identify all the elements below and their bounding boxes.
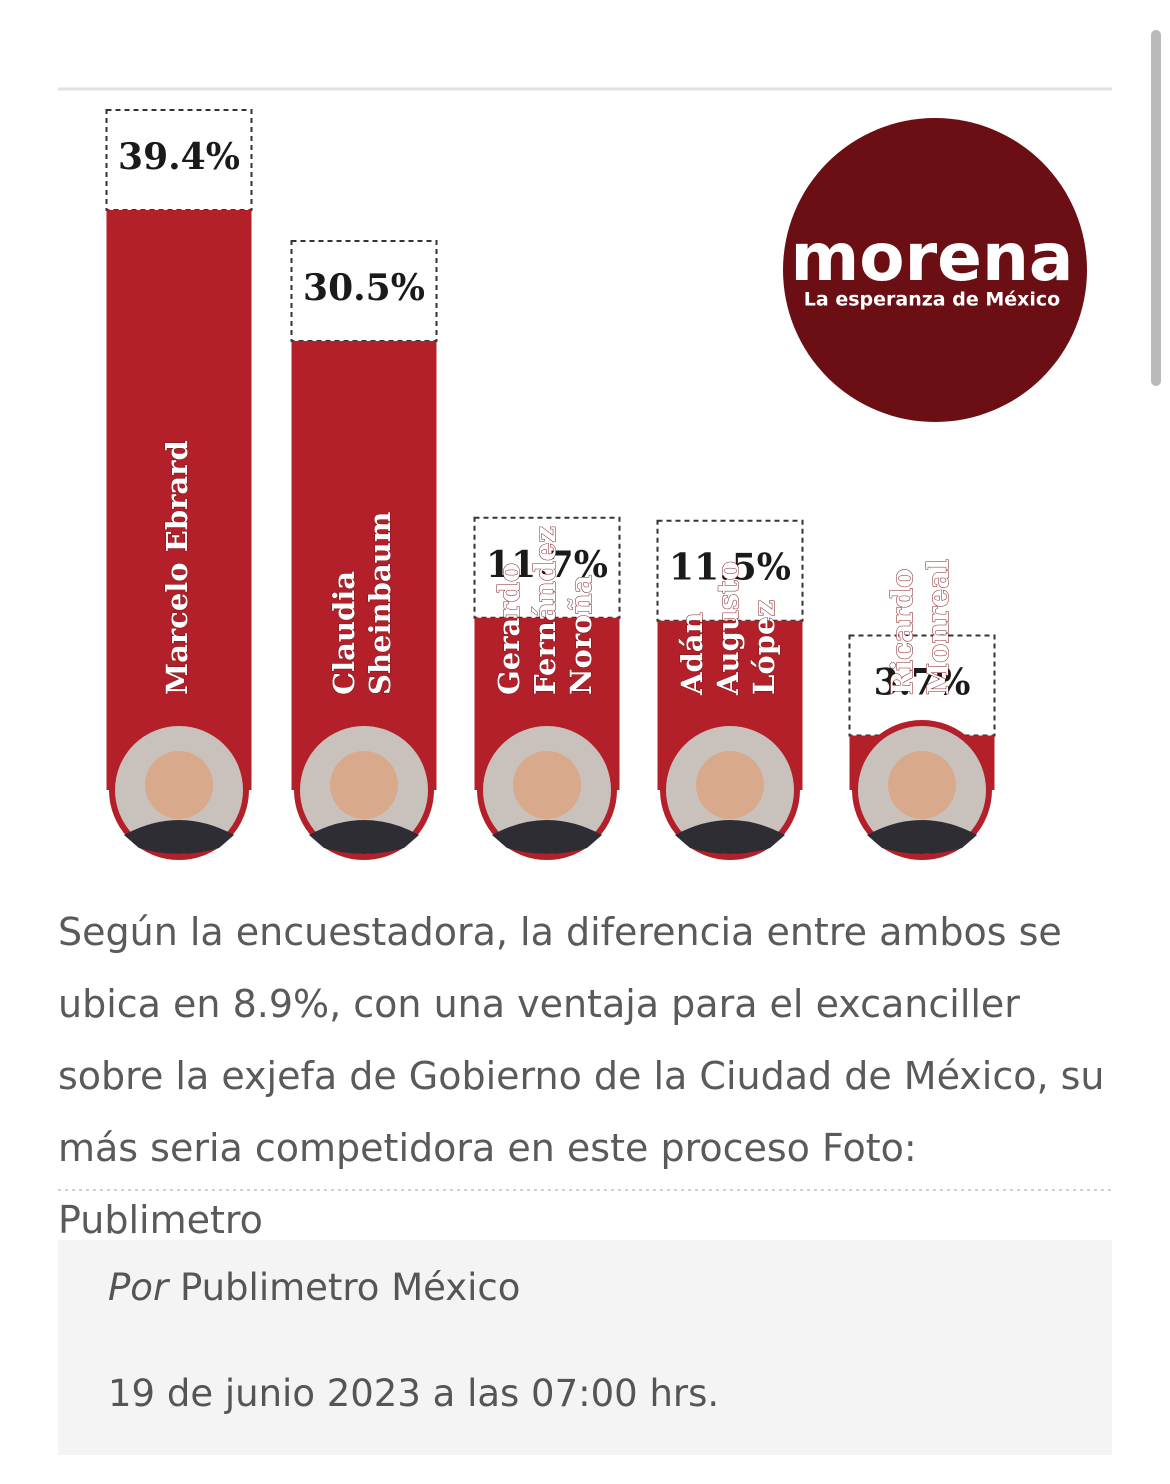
candidate-name: Claudia [327, 571, 361, 695]
value-label: 3.7% [874, 662, 971, 704]
photo-face [145, 751, 213, 819]
candidate-name: Marcelo Ebrard [160, 440, 194, 695]
photo-face [696, 751, 764, 819]
bar [106, 210, 252, 790]
byline-author[interactable]: Publimetro México [179, 1266, 521, 1309]
byline-prefix: Por [108, 1266, 169, 1309]
photo-shoulders [309, 820, 419, 854]
photo-shoulders [492, 820, 602, 854]
photo-shoulders [675, 820, 785, 854]
photo-face [888, 751, 956, 819]
photo-shoulders [867, 820, 977, 854]
logo-circle [783, 118, 1087, 422]
photo-shoulders [124, 820, 234, 854]
divider [58, 1189, 1112, 1191]
scrollbar[interactable] [1151, 30, 1161, 386]
candidate-name: Fernández [528, 526, 562, 695]
infographic: morena La esperanza de México 39.4% Marce… [58, 30, 1161, 860]
caption: Según la encuestadora, la diferencia ent… [58, 910, 1105, 1242]
value-label: 11.7% [486, 544, 608, 586]
bar [291, 341, 437, 790]
candidate-name: Augusto [711, 561, 745, 696]
value-label: 11.5% [669, 547, 791, 589]
candidate-name: Noroña [564, 574, 598, 695]
value-label: 30.5% [303, 267, 425, 309]
byline: Por Publimetro México [108, 1266, 520, 1309]
photo-face [330, 751, 398, 819]
candidate-name: Adán [675, 612, 709, 696]
byline-box: Por Publimetro México 19 de junio 2023 a… [58, 1240, 1112, 1455]
candidate-name: Gerardo [492, 563, 526, 695]
candidate-name: Monreal [921, 559, 955, 695]
candidate-name: Ricardo [885, 569, 919, 695]
candidate-name: Sheinbaum [363, 511, 397, 695]
logo-name: morena [791, 219, 1074, 296]
date: 19 de junio 2023 a las 07:00 hrs. [108, 1372, 720, 1415]
value-label: 39.4% [118, 136, 240, 178]
photo-face [513, 751, 581, 819]
candidate-name: López [747, 600, 781, 695]
logo-tagline: La esperanza de México [804, 289, 1060, 311]
